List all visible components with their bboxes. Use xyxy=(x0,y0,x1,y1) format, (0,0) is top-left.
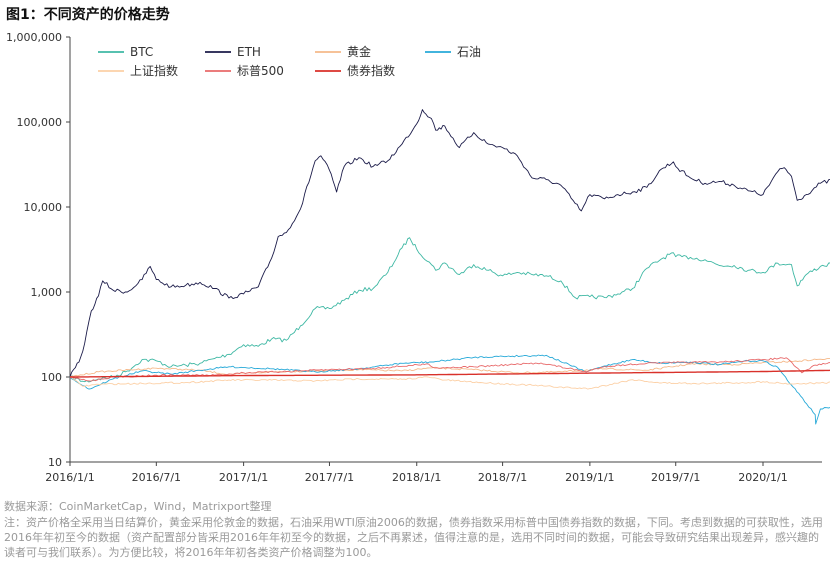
axes: 10 100 1,000 10,000 100,000 1,000,000 2016/1/1… xyxy=(6,31,822,484)
y-tick-label: 1,000 xyxy=(31,286,63,299)
x-tick-label: 2018/1/1 xyxy=(392,471,441,484)
y-tick-label: 100 xyxy=(41,371,62,384)
y-tick-label: 10,000 xyxy=(24,201,63,214)
x-tick-label: 2019/1/1 xyxy=(565,471,614,484)
x-tick-label: 2019/7/1 xyxy=(651,471,700,484)
data-source: 数据来源：CoinMarketCap，Wind，Matrixport整理 xyxy=(4,500,272,513)
series-line-7 xyxy=(70,369,830,378)
x-tick-label: 2016/1/1 xyxy=(45,471,94,484)
y-tick-label: 10 xyxy=(48,456,62,469)
x-tick-label: 2020/1/1 xyxy=(738,471,787,484)
series-line-2 xyxy=(69,109,830,378)
series-lines xyxy=(69,109,830,425)
legend-label: BTC xyxy=(130,45,153,59)
legend-label: 标普500 xyxy=(237,64,284,78)
page-title: 图1：不同资产的价格走势 xyxy=(6,7,170,23)
x-tick-label: 2016/7/1 xyxy=(132,471,181,484)
footnote: 注：资产价格全采用当日结算价，黄金采用伦敦金的数据，石油采用WTI原油2006的… xyxy=(4,516,823,559)
legend-label: ETH xyxy=(237,45,261,59)
legend-label: 上证指数 xyxy=(130,63,178,78)
legend-label: 黄金 xyxy=(347,44,371,59)
series-line-6 xyxy=(69,357,830,382)
series-line-5 xyxy=(69,376,830,390)
legend-label: 债券指数 xyxy=(347,63,395,78)
x-tick-label: 2018/7/1 xyxy=(478,471,527,484)
x-tick-label: 2017/1/1 xyxy=(219,471,268,484)
y-tick-label: 1,000,000 xyxy=(6,31,62,44)
asset-price-chart: 10 100 1,000 10,000 100,000 1,000,000 2016/1/1… xyxy=(6,31,830,484)
series-line-4 xyxy=(69,354,830,425)
legend-label: 石油 xyxy=(457,45,481,59)
x-tick-label: 2017/7/1 xyxy=(305,471,354,484)
y-tick-label: 100,000 xyxy=(17,116,63,129)
series-line-1 xyxy=(69,237,830,383)
